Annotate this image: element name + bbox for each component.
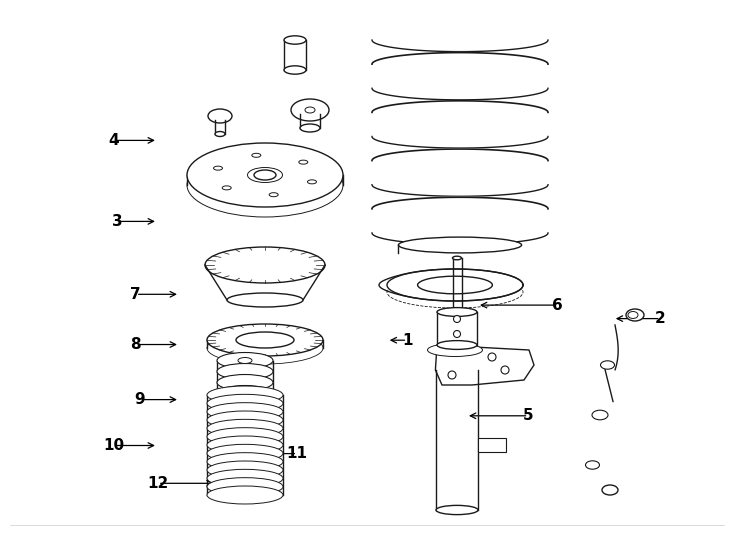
Ellipse shape	[207, 428, 283, 445]
Ellipse shape	[269, 193, 278, 197]
Ellipse shape	[227, 293, 303, 307]
Ellipse shape	[207, 486, 283, 504]
Ellipse shape	[437, 341, 477, 349]
Ellipse shape	[205, 247, 325, 283]
Ellipse shape	[207, 403, 283, 421]
Text: 8: 8	[131, 337, 141, 352]
Ellipse shape	[207, 386, 283, 404]
Ellipse shape	[387, 269, 523, 301]
Ellipse shape	[600, 361, 614, 369]
Ellipse shape	[214, 166, 222, 170]
Ellipse shape	[436, 505, 478, 515]
Circle shape	[454, 315, 460, 322]
Ellipse shape	[207, 469, 283, 487]
Ellipse shape	[217, 386, 273, 402]
Text: 7: 7	[131, 287, 141, 302]
Polygon shape	[478, 438, 506, 452]
Ellipse shape	[399, 237, 522, 253]
Text: 6: 6	[553, 298, 563, 313]
Ellipse shape	[252, 153, 261, 157]
Circle shape	[488, 353, 496, 361]
Ellipse shape	[215, 132, 225, 137]
Ellipse shape	[207, 461, 283, 479]
Ellipse shape	[238, 357, 252, 363]
Ellipse shape	[628, 312, 638, 319]
Ellipse shape	[305, 107, 315, 113]
Polygon shape	[372, 101, 548, 112]
Polygon shape	[372, 197, 548, 209]
Circle shape	[454, 330, 460, 338]
Text: 10: 10	[103, 438, 124, 453]
Circle shape	[501, 366, 509, 374]
Ellipse shape	[217, 375, 273, 390]
Ellipse shape	[291, 99, 329, 121]
Ellipse shape	[586, 461, 600, 469]
Ellipse shape	[427, 343, 482, 356]
Ellipse shape	[418, 276, 493, 294]
Text: 12: 12	[148, 476, 168, 491]
Polygon shape	[435, 345, 534, 385]
Ellipse shape	[207, 420, 283, 437]
Text: 1: 1	[402, 333, 413, 348]
Text: 11: 11	[287, 446, 308, 461]
Ellipse shape	[437, 308, 477, 316]
Ellipse shape	[207, 436, 283, 454]
Ellipse shape	[284, 36, 306, 44]
Polygon shape	[372, 149, 548, 160]
Text: 4: 4	[109, 133, 119, 148]
Ellipse shape	[207, 394, 283, 413]
Polygon shape	[372, 52, 548, 64]
Ellipse shape	[254, 170, 276, 180]
Text: 2: 2	[655, 311, 666, 326]
Ellipse shape	[236, 332, 294, 348]
Ellipse shape	[626, 309, 644, 321]
Ellipse shape	[207, 444, 283, 462]
Ellipse shape	[299, 160, 308, 164]
Ellipse shape	[207, 411, 283, 429]
Ellipse shape	[217, 396, 273, 413]
Ellipse shape	[217, 353, 273, 368]
Ellipse shape	[207, 478, 283, 496]
Ellipse shape	[300, 124, 320, 132]
Circle shape	[448, 371, 456, 379]
Ellipse shape	[208, 109, 232, 123]
Ellipse shape	[187, 143, 343, 207]
Ellipse shape	[207, 453, 283, 471]
Text: 9: 9	[134, 392, 145, 407]
Text: 3: 3	[112, 214, 123, 229]
Ellipse shape	[222, 186, 231, 190]
Ellipse shape	[217, 408, 273, 423]
Ellipse shape	[602, 485, 618, 495]
Ellipse shape	[308, 180, 316, 184]
Text: 5: 5	[523, 408, 534, 423]
Ellipse shape	[207, 324, 323, 356]
Ellipse shape	[452, 256, 462, 260]
Ellipse shape	[217, 363, 273, 380]
Ellipse shape	[592, 410, 608, 420]
Ellipse shape	[284, 66, 306, 74]
